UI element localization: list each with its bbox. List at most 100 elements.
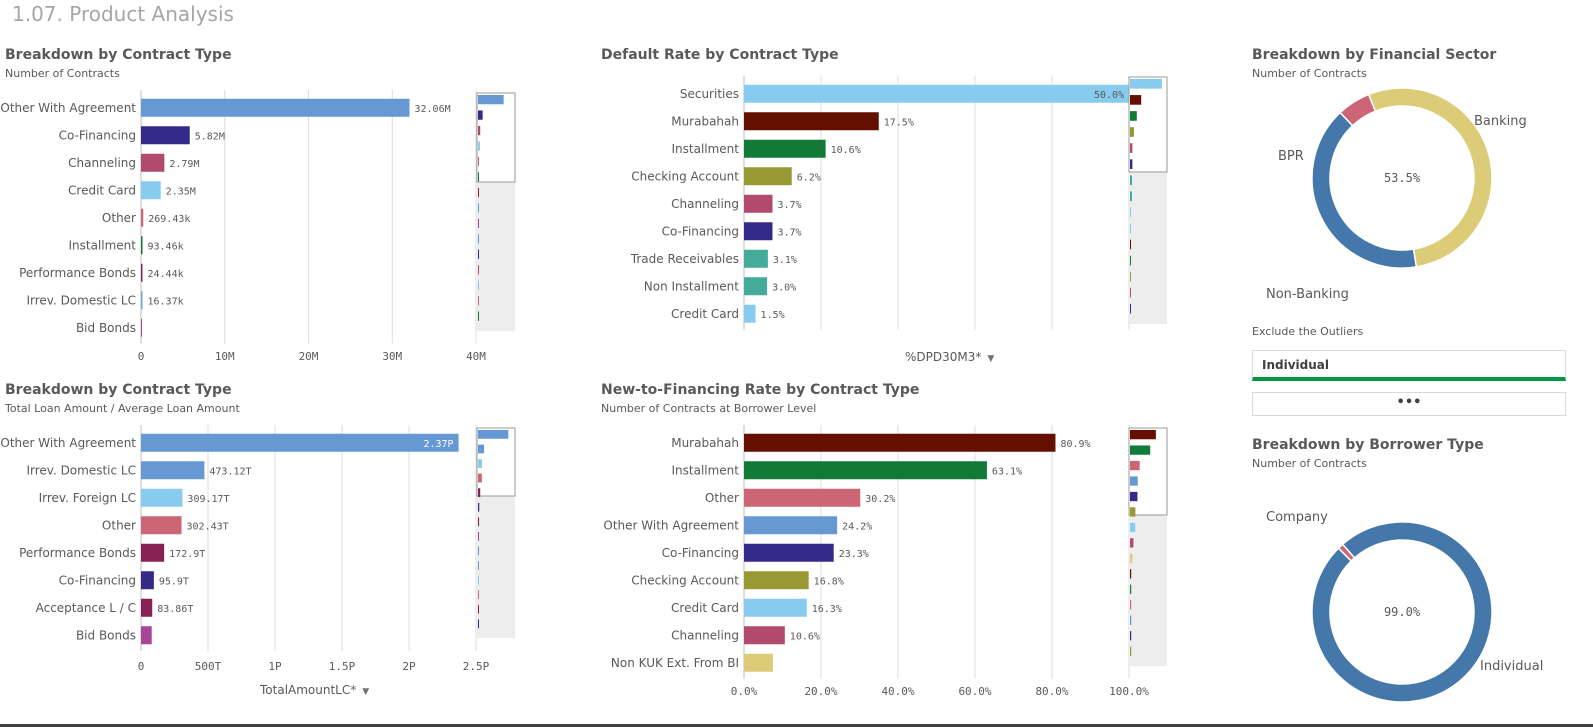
bar[interactable] <box>141 208 144 227</box>
bar[interactable] <box>744 543 834 562</box>
bar[interactable] <box>141 626 152 645</box>
bar[interactable] <box>744 167 792 186</box>
data-label: 10.6% <box>790 631 820 642</box>
bar[interactable] <box>141 236 143 255</box>
x-tick-label: 20M <box>299 350 319 363</box>
minimap-bar <box>1130 303 1131 314</box>
data-label: 95.9T <box>159 576 189 587</box>
bar[interactable] <box>744 626 785 645</box>
contracts-bar-chart[interactable]: 0 10M 20M 30M 40M Other With Agreement 32.06M C… <box>0 85 540 385</box>
minimap-bar <box>478 517 480 527</box>
bar[interactable] <box>744 222 773 241</box>
category-label: Trade Receivables <box>630 252 739 266</box>
bar[interactable] <box>744 516 838 535</box>
category-label: Co-Financing <box>59 573 136 587</box>
minimap-bar <box>1130 538 1134 548</box>
financial-sector-donut-chart[interactable]: Banking Non-Banking BPR 53.5% <box>1252 85 1582 320</box>
minimap-viewport[interactable] <box>1128 76 1168 173</box>
slice-label: Banking <box>1474 114 1527 129</box>
minimap-viewport[interactable] <box>476 427 516 497</box>
bar[interactable] <box>141 433 459 452</box>
category-label: Other With Agreement <box>0 101 136 115</box>
bottom-divider <box>0 724 1593 727</box>
bar[interactable] <box>141 291 143 310</box>
bar[interactable] <box>744 112 879 131</box>
slice-label: BPR <box>1278 149 1304 164</box>
bar[interactable] <box>744 139 826 158</box>
loan-amount-bar-chart[interactable]: 0 500T 1P 1.5P 2P 2.5P Other With Agreement 2.3… <box>0 420 540 680</box>
bar[interactable] <box>744 598 807 617</box>
bar[interactable] <box>744 84 1129 103</box>
bar[interactable] <box>141 516 182 535</box>
data-label: 2.79M <box>169 159 199 170</box>
bar[interactable] <box>744 194 773 213</box>
donut-slice[interactable] <box>1339 93 1377 127</box>
minimap-bar <box>1130 615 1132 625</box>
bar[interactable] <box>744 461 987 480</box>
bar[interactable] <box>141 543 165 562</box>
minimap-bar <box>478 575 479 585</box>
donut-center-label: 53.5% <box>1384 171 1421 185</box>
minimap-viewport[interactable] <box>1128 427 1168 516</box>
bar[interactable] <box>744 304 756 323</box>
outlier-filter-selected[interactable]: Individual <box>1252 350 1566 381</box>
bar[interactable] <box>744 277 768 296</box>
category-label: Other With Agreement <box>0 436 136 450</box>
slice-label: Non-Banking <box>1266 287 1349 302</box>
data-label: 6.2% <box>797 172 821 183</box>
donut-slice[interactable] <box>1337 543 1356 563</box>
category-label: Credit Card <box>671 307 739 321</box>
minimap-viewport[interactable] <box>476 92 516 183</box>
default-rate-measure-selector[interactable]: %DPD30M3* ▼ <box>905 350 994 364</box>
bar[interactable] <box>141 571 154 590</box>
bar[interactable] <box>744 488 861 507</box>
donut-slice[interactable] <box>1311 111 1418 269</box>
bar[interactable] <box>744 653 773 672</box>
bar[interactable] <box>141 488 183 507</box>
bar[interactable] <box>141 98 410 117</box>
category-label: Installment <box>68 238 136 252</box>
borrower-type-donut-chart[interactable]: Individual Company 99.0% <box>1252 475 1582 710</box>
financial-sector-chart-subtitle: Number of Contracts <box>1252 67 1367 80</box>
contracts-chart-subtitle: Number of Contracts <box>5 67 120 80</box>
x-tick-label: 20.0% <box>804 685 837 698</box>
minimap-bar <box>1130 143 1133 153</box>
x-tick-label: 10M <box>215 350 235 363</box>
minimap-bar <box>478 502 480 512</box>
bar[interactable] <box>744 249 768 268</box>
minimap-bar <box>1130 569 1132 579</box>
bar[interactable] <box>141 126 190 145</box>
bar[interactable] <box>141 153 165 172</box>
minimap-bar <box>478 444 485 454</box>
minimap-bar <box>478 296 479 306</box>
filter-more-button[interactable]: ••• <box>1252 392 1566 416</box>
bar[interactable] <box>141 181 161 200</box>
bar[interactable] <box>141 318 142 337</box>
category-label: Credit Card <box>68 183 136 197</box>
bar[interactable] <box>744 433 1056 452</box>
donut-slice[interactable] <box>1311 521 1493 703</box>
loan-amount-measure-selector[interactable]: TotalAmountLC* ▼ <box>260 683 369 697</box>
default-rate-bar-chart[interactable]: Securities 50.0% Murabahah 17.5% Installment… <box>600 75 1190 335</box>
minimap-bar <box>478 532 480 541</box>
minimap-bar <box>478 203 479 213</box>
minimap-bar <box>1130 255 1131 266</box>
new-to-financing-bar-chart[interactable]: 0.0% 20.0% 40.0% 60.0% 80.0% 100.0% Murabahah 8… <box>600 420 1190 715</box>
data-label: 302.43T <box>187 521 229 532</box>
bar[interactable] <box>744 571 809 590</box>
data-label: 24.44k <box>148 269 184 280</box>
category-label: Irrev. Foreign LC <box>39 491 136 505</box>
slice-label: Individual <box>1480 659 1543 674</box>
bar[interactable] <box>141 461 205 480</box>
minimap-bar <box>478 590 479 600</box>
minimap-bar <box>1130 271 1131 282</box>
minimap-bar <box>478 265 479 275</box>
bar[interactable] <box>141 598 153 617</box>
x-tick-label: 1.5P <box>329 660 356 673</box>
bar[interactable] <box>141 263 143 282</box>
minimap-bar <box>1130 79 1162 89</box>
measure-label: %DPD30M3* <box>905 350 982 364</box>
minimap-bar <box>478 234 479 244</box>
minimap-bar <box>1130 223 1131 234</box>
x-tick-label: 2.5P <box>463 660 490 673</box>
